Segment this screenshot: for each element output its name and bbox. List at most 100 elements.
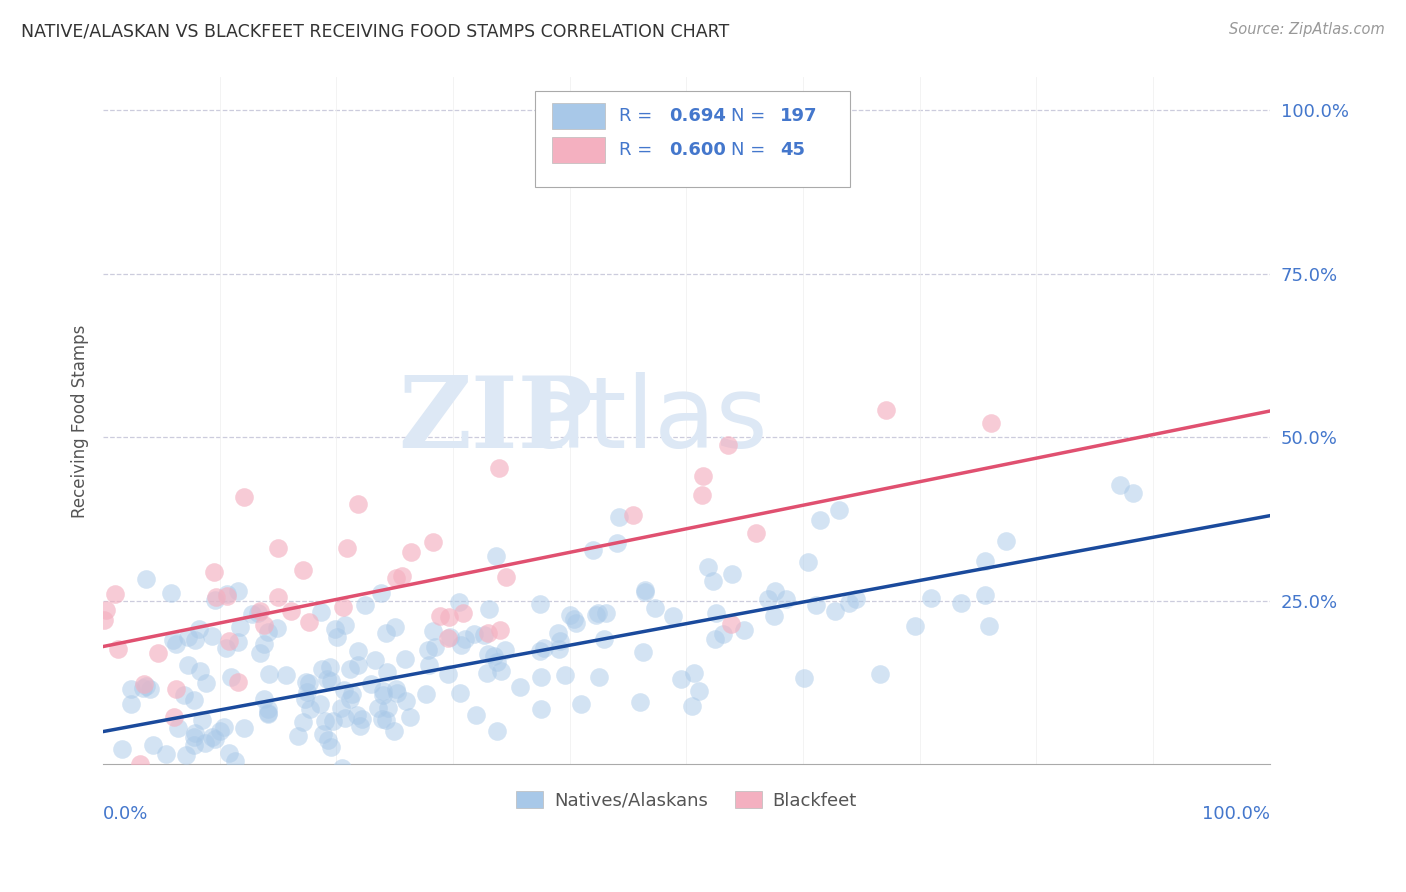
Point [224,754,246,768]
Point [681,699,703,714]
Point [631,645,654,659]
Point [733,624,755,638]
Point [621,508,644,522]
Point [415,687,437,701]
Point [174,748,197,763]
Point [339,662,361,676]
Point [824,604,846,618]
Point [201,731,224,745]
Point [257,625,280,640]
Point [478,602,501,616]
Point [249,604,271,618]
Point [477,626,499,640]
Point [187,622,209,636]
Point [875,402,897,417]
Point [756,592,779,607]
Point [202,565,225,579]
Point [706,606,728,620]
Point [384,724,406,739]
Point [333,711,356,725]
Point [240,607,263,621]
Point [547,625,569,640]
Point [585,607,607,622]
Point [177,630,200,644]
Point [257,706,280,721]
Point [183,725,205,739]
Point [183,730,205,744]
Point [332,599,354,614]
Point [190,713,212,727]
Point [350,713,373,727]
Point [120,681,142,696]
Point [215,587,238,601]
Point [845,592,868,607]
Point [586,606,609,620]
Point [702,574,724,588]
Point [690,488,713,502]
Point [437,610,460,624]
Point [267,590,290,604]
Point [385,571,408,585]
Point [188,664,211,678]
Point [533,641,555,656]
Text: 0.0%: 0.0% [103,805,149,823]
Point [184,633,207,648]
Point [717,438,740,452]
Point [669,672,692,686]
Point [194,675,217,690]
Point [994,534,1017,549]
Text: 0.600: 0.600 [669,141,725,160]
Point [494,643,516,657]
Point [204,593,226,607]
Point [529,598,551,612]
Point [232,491,254,505]
Point [142,739,165,753]
Point [488,623,510,637]
Point [530,702,553,716]
Point [309,697,332,711]
Point [422,535,444,549]
Point [201,629,224,643]
Point [218,746,240,760]
Point [745,526,768,541]
Point [384,620,406,634]
Point [249,646,271,660]
Point [257,770,280,784]
Point [226,635,249,649]
Point [763,609,786,624]
Point [398,710,420,724]
Point [974,588,997,602]
Point [299,702,322,716]
Point [609,510,631,524]
Point [135,572,157,586]
Point [399,545,422,559]
Point [104,586,127,600]
Point [418,657,440,672]
Point [339,692,361,706]
Point [335,617,357,632]
Point [177,658,200,673]
Point [333,683,356,698]
Point [160,586,183,600]
Text: ZIP: ZIP [398,372,593,469]
Point [564,615,586,630]
Point [132,677,155,691]
Point [453,770,475,784]
Point [209,724,232,739]
Point [950,596,973,610]
Text: atlas: atlas [526,372,768,469]
Point [214,720,236,734]
Point [253,617,276,632]
Text: N =: N = [731,141,770,160]
Point [375,665,398,679]
Point [721,566,744,581]
Point [711,627,734,641]
Point [796,555,818,569]
Point [194,736,217,750]
Point [477,647,499,661]
Point [373,684,395,698]
Point [319,739,342,754]
Point [486,723,509,738]
Point [495,570,517,584]
Point [323,770,346,784]
